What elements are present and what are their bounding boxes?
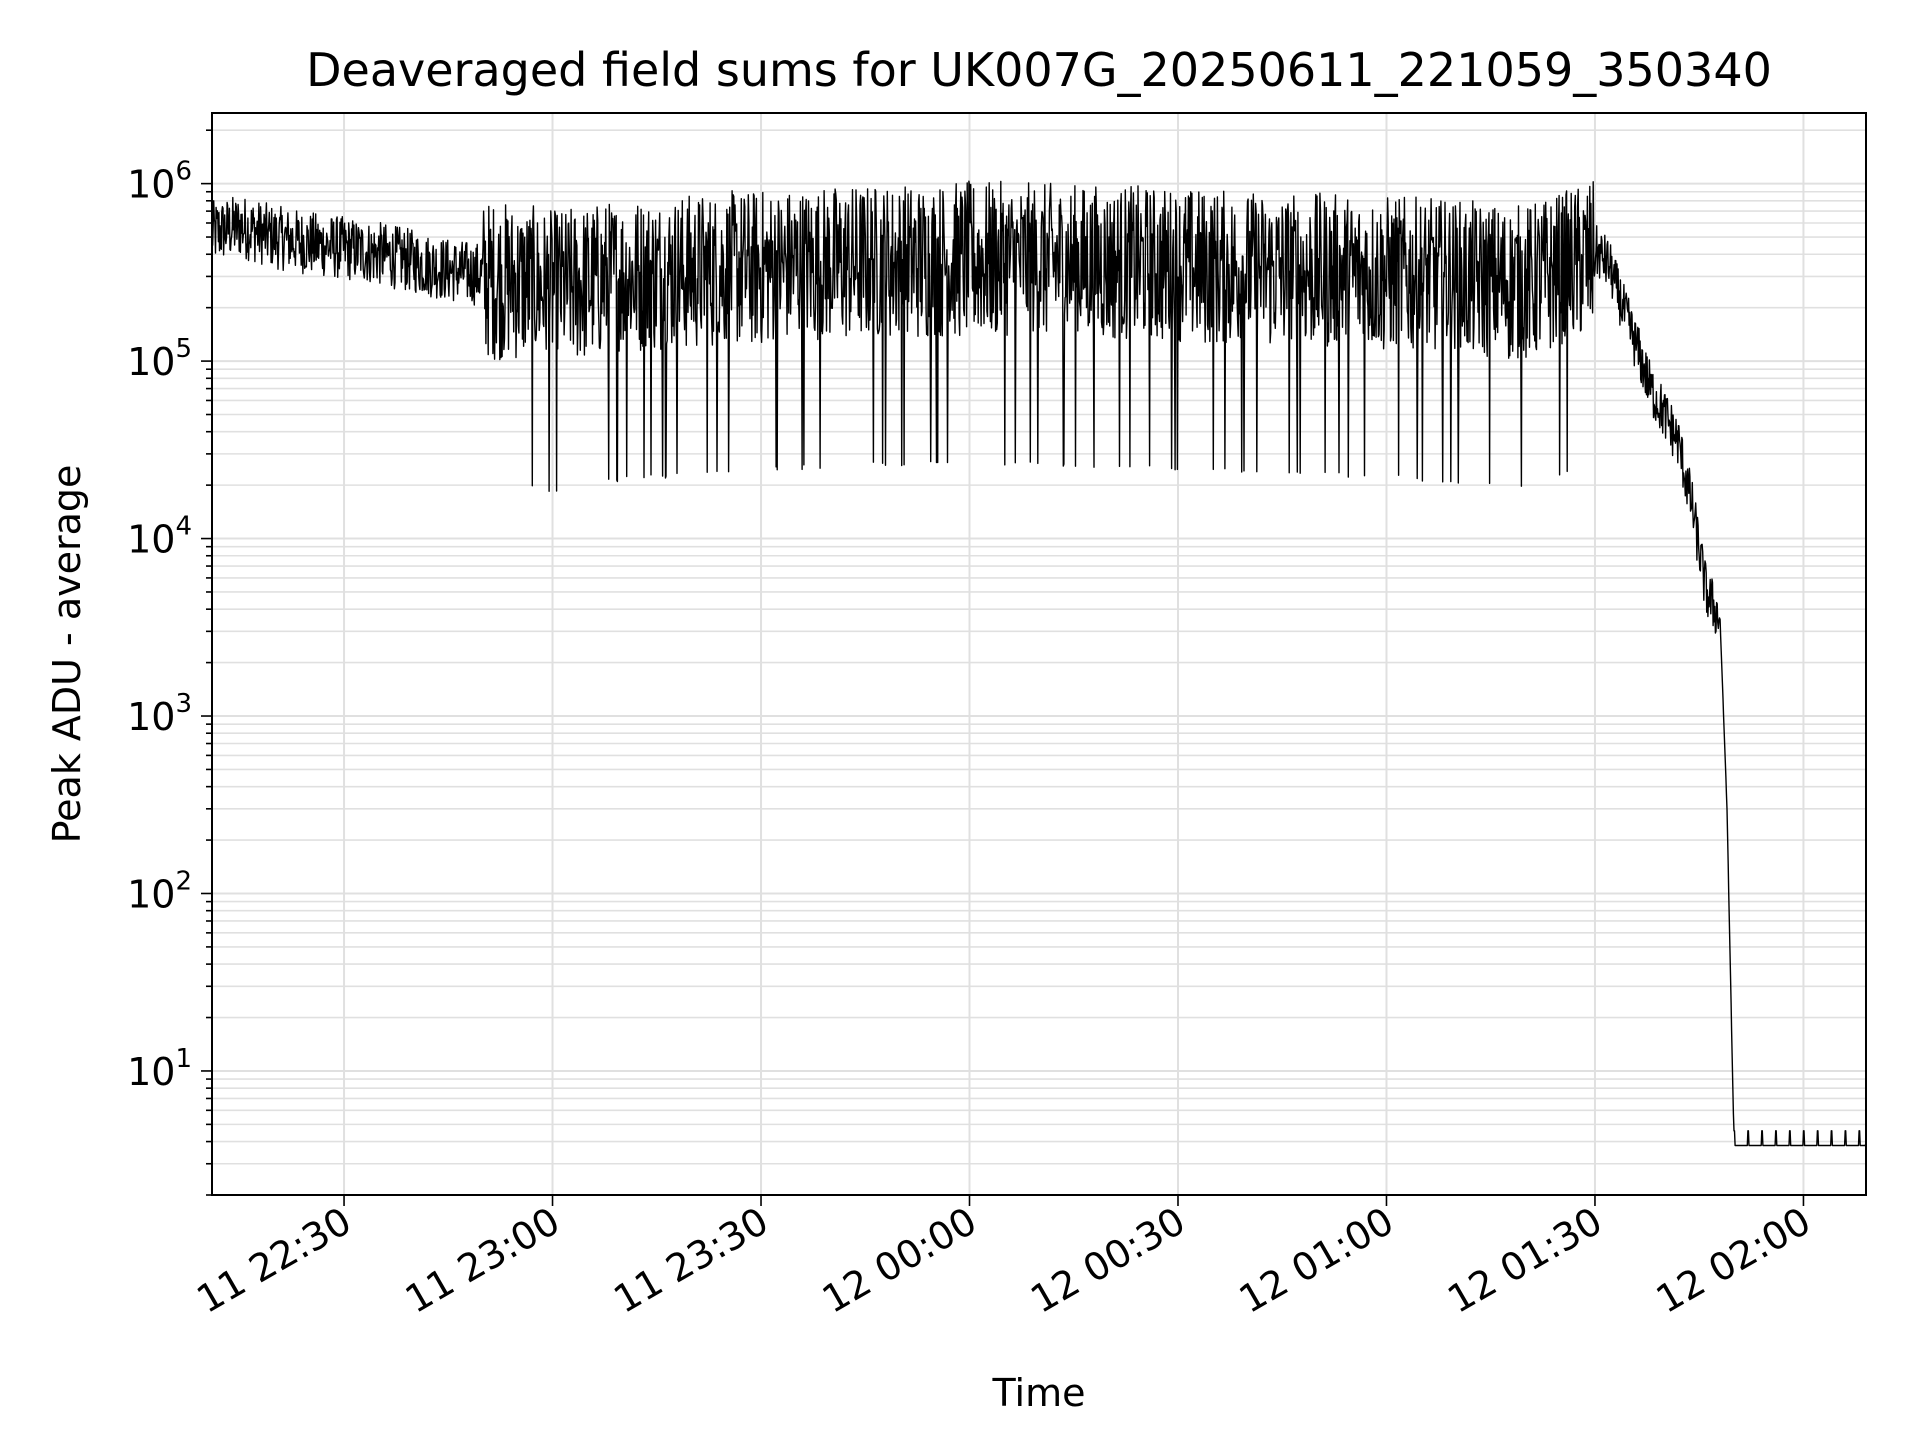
y-tick-label: 106 [127, 157, 192, 207]
chart-title: Deaveraged field sums for UK007G_2025061… [306, 43, 1772, 97]
x-tick-label: 12 00:30 [1023, 1199, 1192, 1322]
x-tick-label: 12 02:00 [1649, 1199, 1818, 1322]
x-tick-label: 12 00:00 [815, 1199, 984, 1322]
y-tick-label: 101 [127, 1044, 192, 1094]
y-tick-label: 104 [127, 512, 192, 562]
y-tick-label: 105 [127, 334, 192, 384]
x-tick-label: 11 22:30 [189, 1199, 358, 1322]
plot-frame [211, 112, 1867, 1196]
x-axis-label: Time [992, 1371, 1086, 1415]
series-line [212, 180, 1866, 1147]
y-tick-label: 103 [127, 689, 192, 739]
x-tick-label: 11 23:00 [398, 1199, 567, 1322]
y-axis-label: Peak ADU - average [45, 465, 89, 844]
x-tick-label: 12 01:30 [1440, 1199, 1609, 1322]
x-tick-label: 12 01:00 [1232, 1199, 1401, 1322]
x-tick-label: 11 23:30 [606, 1199, 775, 1322]
y-tick-label: 102 [127, 866, 192, 916]
